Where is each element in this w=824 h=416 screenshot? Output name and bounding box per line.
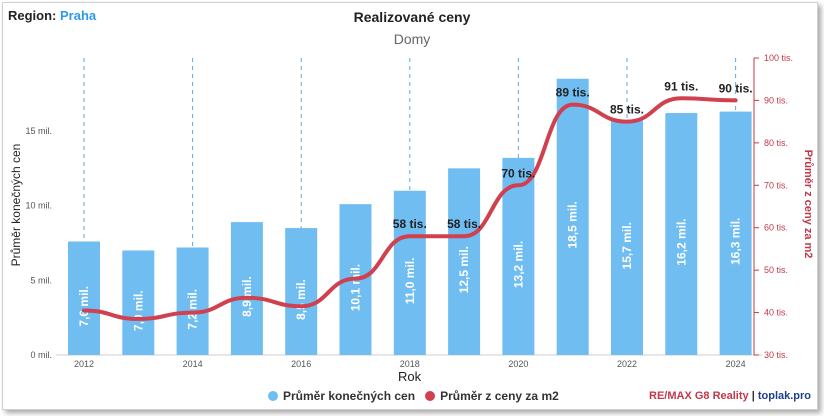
y-right-tick-label: 100 tis. (764, 53, 793, 63)
bar-label-2019: 12,5 mil. (457, 246, 471, 293)
bar-2016 (285, 228, 318, 355)
y-left-tick-label: 0 mil. (30, 350, 52, 360)
bar-2024 (719, 111, 752, 355)
line-label-2021: 89 tis. (556, 86, 590, 100)
bar-2021 (556, 78, 589, 355)
line-label-2024: 90 tis. (719, 81, 753, 95)
bar-label-2024: 16,3 mil. (729, 218, 743, 265)
region-label: Region: (8, 8, 57, 23)
line-label-2020: 70 tis. (501, 166, 535, 180)
x-tick-label: 2012 (74, 359, 94, 369)
brand-toplak: toplak.pro (757, 390, 812, 402)
bar-label-2017: 10,1 mil. (349, 264, 363, 311)
region-filter[interactable]: Region: Praha (8, 8, 96, 23)
bar-label-2016: 8,5 mil. (294, 279, 308, 320)
bar-label-2020: 13,2 mil. (511, 241, 525, 288)
brand-remax: RE/MAX G8 Reality (649, 390, 749, 402)
bar-2018 (393, 190, 426, 355)
x-tick-label: 2024 (726, 359, 746, 369)
y-left-tick-label: 15 mil. (25, 126, 52, 136)
x-tick-label: 2016 (291, 359, 311, 369)
bar-2022 (611, 120, 643, 356)
chart-subtitle: Domy (393, 31, 431, 47)
line-label-2022: 85 tis. (610, 103, 644, 117)
bar-2012 (68, 241, 100, 355)
brand-footer: RE/MAX G8 Reality | toplak.pro (649, 390, 811, 402)
legend-label-bars: Průměr konečných cen (283, 389, 416, 403)
line-label-2023: 91 tis. (664, 79, 698, 93)
bar-2013 (122, 250, 155, 355)
y-right-tick-label: 80 tis. (764, 138, 788, 148)
region-value[interactable]: Praha (60, 8, 97, 23)
y-right-tick-label: 30 tis. (764, 350, 788, 360)
legend-swatch-bars (268, 391, 278, 401)
bar-label-2013: 7,0 mil. (131, 290, 145, 331)
line-series (82, 96, 738, 321)
legend: Průměr konečných cen Průměr z ceny za m2 (268, 389, 569, 403)
y-right-tick-label: 70 tis. (764, 180, 788, 190)
x-tick-label: 2020 (508, 359, 528, 369)
brand-separator: | (751, 390, 755, 402)
bar-label-2018: 11,0 mil. (403, 258, 417, 305)
y-left-tick-label: 5 mil. (30, 275, 52, 285)
bar-2019 (448, 168, 481, 355)
bar-2015 (230, 222, 263, 355)
bar-2023 (665, 113, 698, 355)
bar-label-2014: 7,2 mil. (186, 289, 200, 330)
legend-label-line: Průměr z ceny za m2 (440, 389, 559, 403)
legend-item-bars[interactable]: Průměr konečných cen (268, 389, 415, 403)
legend-swatch-line (425, 391, 436, 401)
y-right-tick-label: 40 tis. (764, 308, 788, 318)
bar-label-2012: 7,6 mil. (77, 286, 91, 327)
y-right-tick-label: 60 tis. (764, 223, 788, 233)
line-label-2018: 58 tis. (393, 217, 427, 231)
x-axis-label: Rok (398, 369, 422, 384)
bar-label-2023: 16,2 mil. (674, 218, 688, 265)
x-tick-label: 2022 (617, 359, 637, 369)
x-tick-label: 2018 (400, 359, 420, 369)
y-right-tick-label: 90 tis. (764, 95, 788, 105)
bar-label-2021: 18,5 mil. (566, 201, 580, 248)
y-left-tick-label: 10 mil. (25, 201, 52, 211)
chart-title: Realizované ceny (353, 9, 471, 25)
legend-item-line[interactable]: Průměr z ceny za m2 (425, 389, 559, 403)
line-label-2019: 58 tis. (447, 217, 481, 231)
bar-2014 (176, 247, 209, 355)
bar-label-2022: 15,7 mil. (620, 222, 634, 269)
y-right-tick-label: 50 tis. (764, 265, 788, 275)
x-tick-label: 2014 (183, 359, 203, 369)
